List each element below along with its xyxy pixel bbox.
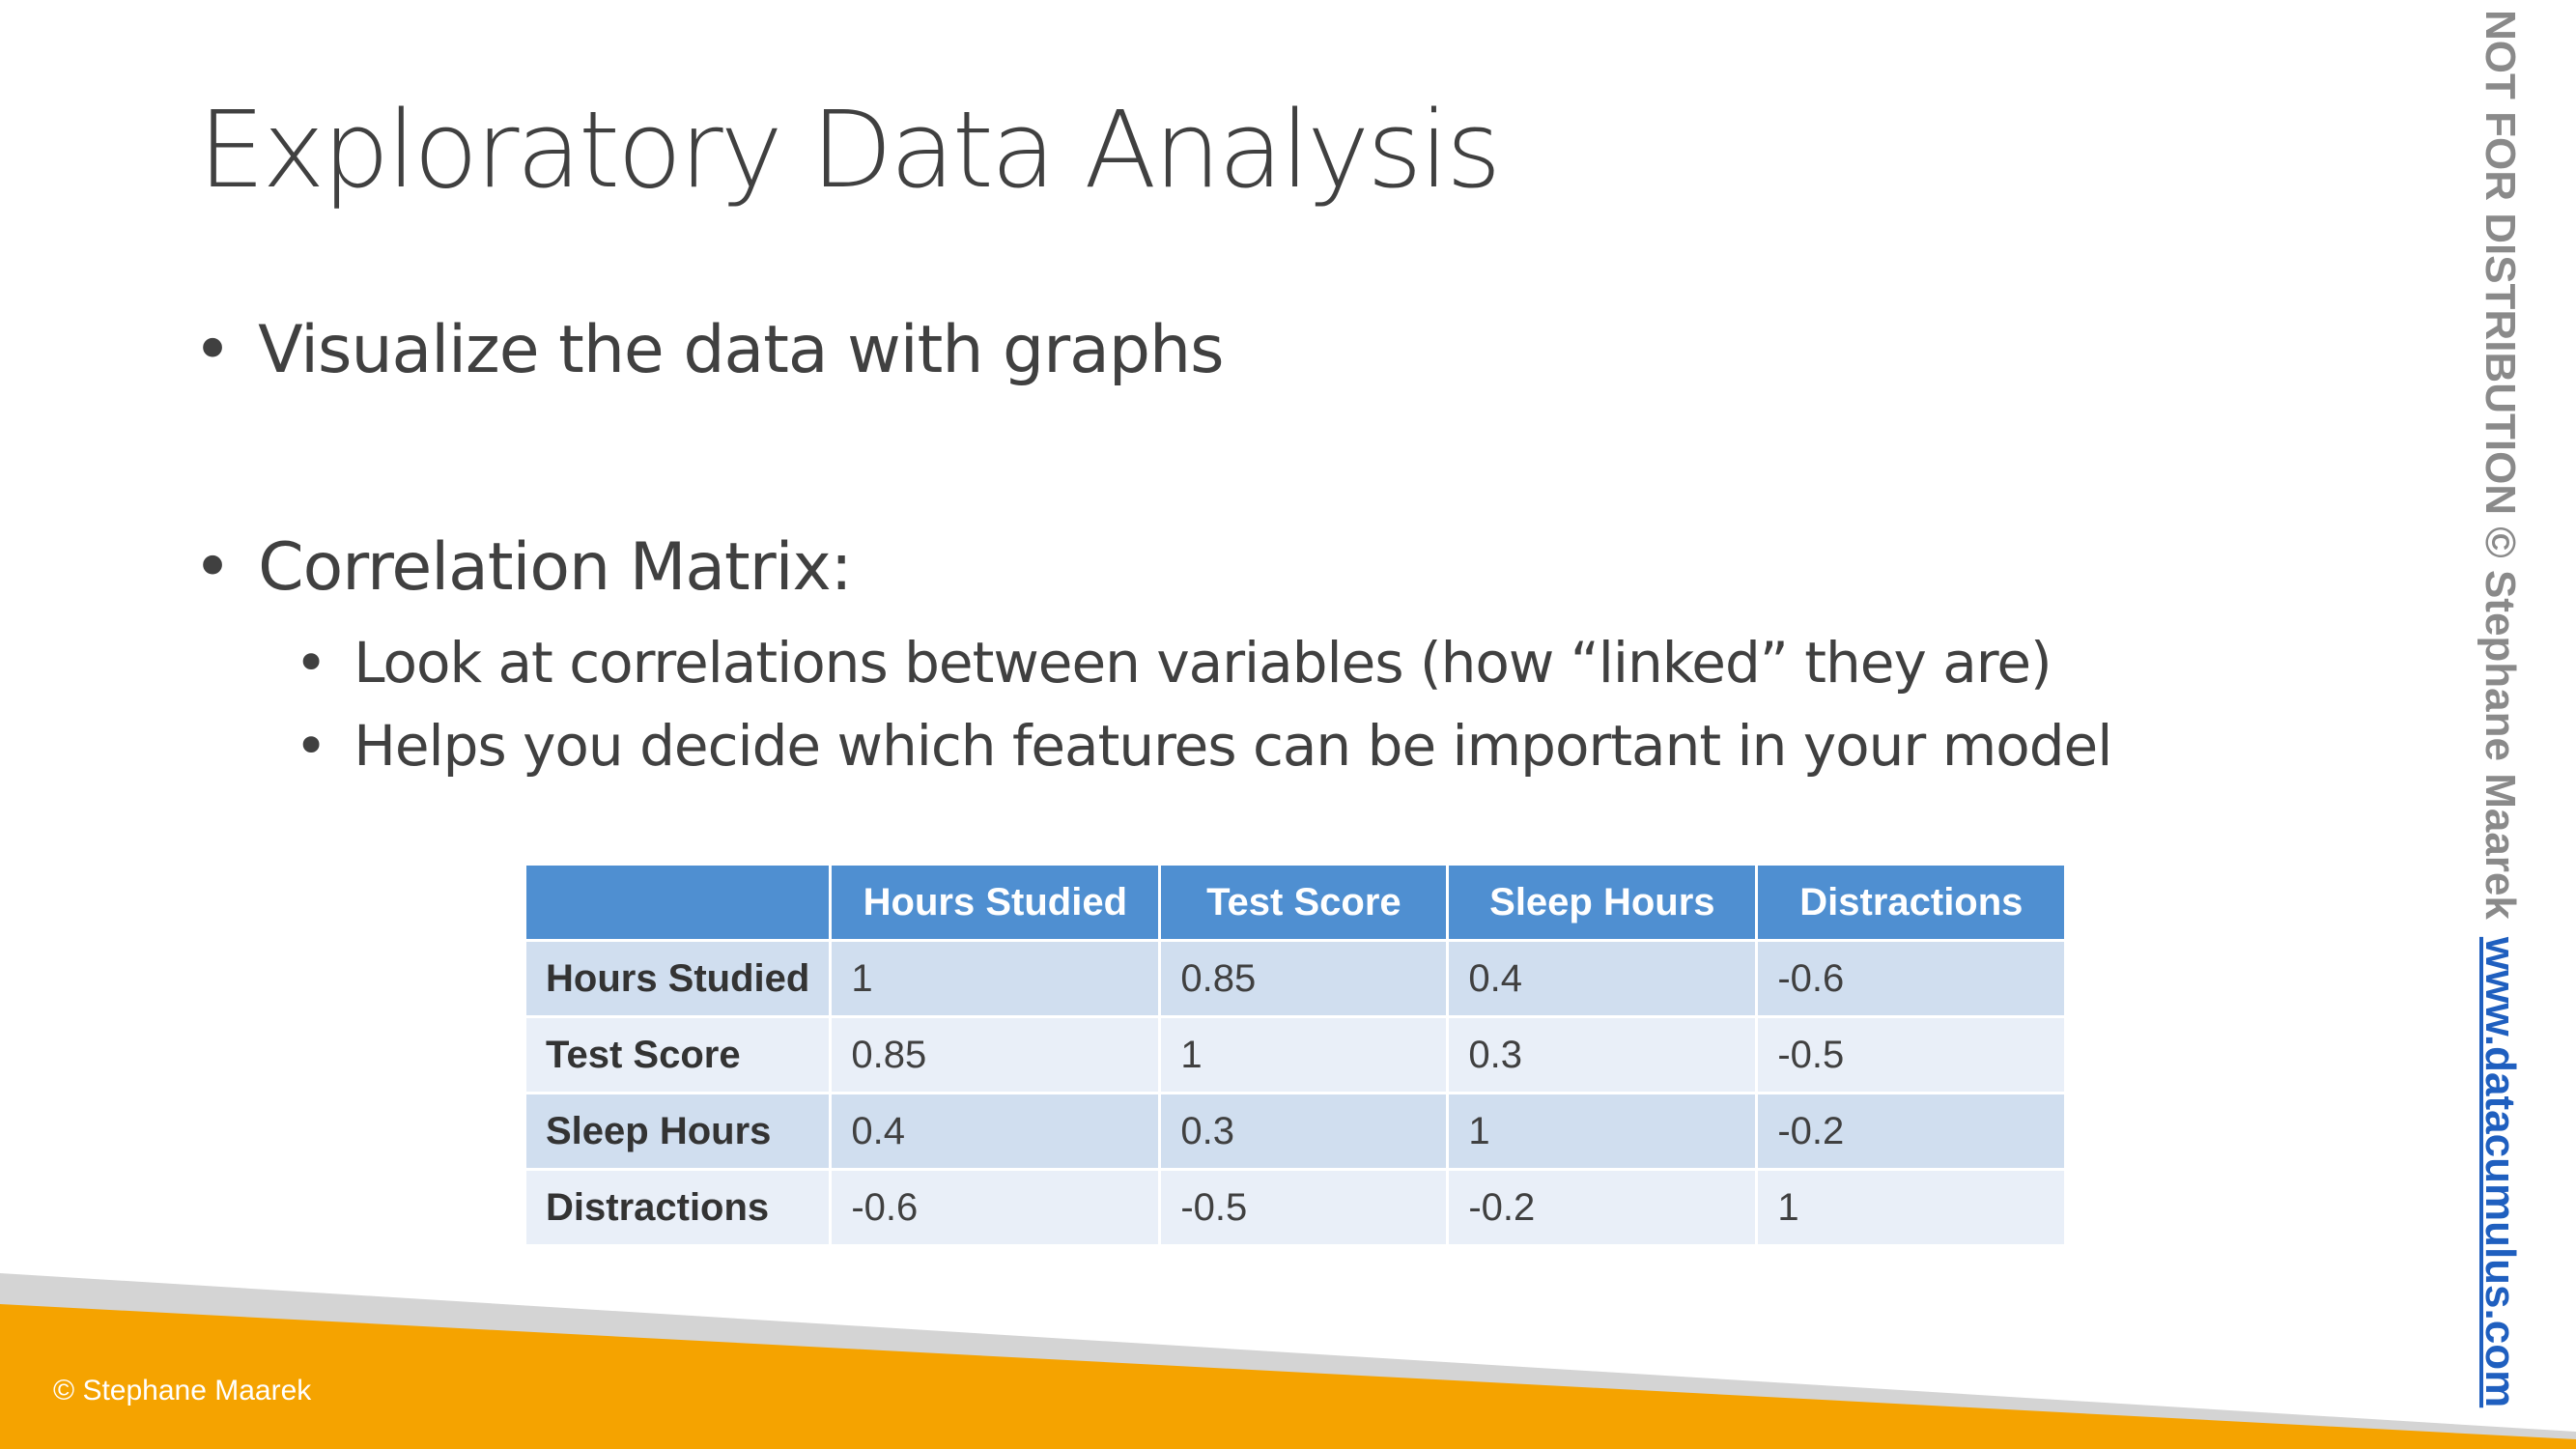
website-link[interactable]: www.datacumulus.com <box>2477 936 2524 1408</box>
table-cell: 0.3 <box>1446 1015 1759 1094</box>
table-cell: 1 <box>1158 1015 1450 1094</box>
table-cell: 1 <box>829 939 1162 1018</box>
header-cell-sleep-hours: Sleep Hours <box>1446 863 1759 942</box>
bullet-marker: • <box>193 529 232 606</box>
table-cell: 1 <box>1755 1168 2068 1247</box>
table-cell: 0.3 <box>1158 1092 1450 1171</box>
bullet-marker: • <box>295 630 327 696</box>
slide-title: Exploratory Data Analysis <box>198 88 1501 212</box>
table-cell: -0.6 <box>829 1168 1162 1247</box>
table-cell: 1 <box>1446 1092 1759 1171</box>
row-label-sleep-hours: Sleep Hours <box>523 1092 833 1171</box>
table-cell: -0.2 <box>1755 1092 2068 1171</box>
header-cell-distractions: Distractions <box>1755 863 2068 942</box>
header-cell-test-score: Test Score <box>1158 863 1450 942</box>
table-cell: 0.4 <box>1446 939 1759 1018</box>
header-cell-hours-studied: Hours Studied <box>829 863 1162 942</box>
header-cell-corner <box>523 863 833 942</box>
distribution-notice: NOT FOR DISTRIBUTION © Stephane Maarek <box>2477 10 2524 920</box>
table-row: Hours Studied 1 0.85 0.4 -0.6 <box>523 939 2068 1018</box>
table-row: Sleep Hours 0.4 0.3 1 -0.2 <box>523 1092 2068 1171</box>
table-cell: -0.5 <box>1158 1168 1450 1247</box>
bullet-marker: • <box>295 713 327 779</box>
footer-copyright: © Stephane Maarek <box>53 1375 312 1406</box>
table-cell: 0.85 <box>829 1015 1162 1094</box>
table-cell: -0.6 <box>1755 939 2068 1018</box>
table-cell: -0.5 <box>1755 1015 2068 1094</box>
bullet-marker: • <box>193 312 232 388</box>
side-watermark: NOT FOR DISTRIBUTION © Stephane Maarek w… <box>2477 10 2524 1408</box>
correlation-matrix-table: Hours Studied Test Score Sleep Hours Dis… <box>523 863 2068 1247</box>
bullet-text: Correlation Matrix: <box>258 529 853 606</box>
sub-bullet-correlations: • Look at correlations between variables… <box>295 630 2052 696</box>
bullet-visualize: • Visualize the data with graphs <box>193 312 1225 388</box>
row-label-distractions: Distractions <box>523 1168 833 1247</box>
row-label-hours-studied: Hours Studied <box>523 939 833 1018</box>
bullet-text: Look at correlations between variables (… <box>354 630 2052 696</box>
row-label-test-score: Test Score <box>523 1015 833 1094</box>
bullet-correlation-matrix: • Correlation Matrix: <box>193 529 853 606</box>
table-cell: -0.2 <box>1446 1168 1759 1247</box>
table-header-row: Hours Studied Test Score Sleep Hours Dis… <box>523 863 2068 942</box>
table-cell: 0.85 <box>1158 939 1450 1018</box>
sub-bullet-features: • Helps you decide which features can be… <box>295 713 2112 779</box>
footer-orange-stripe <box>0 1304 2576 1449</box>
table-row: Test Score 0.85 1 0.3 -0.5 <box>523 1015 2068 1094</box>
bullet-text: Visualize the data with graphs <box>258 312 1224 388</box>
table-row: Distractions -0.6 -0.5 -0.2 1 <box>523 1168 2068 1247</box>
bullet-text: Helps you decide which features can be i… <box>354 713 2112 779</box>
table-cell: 0.4 <box>829 1092 1162 1171</box>
